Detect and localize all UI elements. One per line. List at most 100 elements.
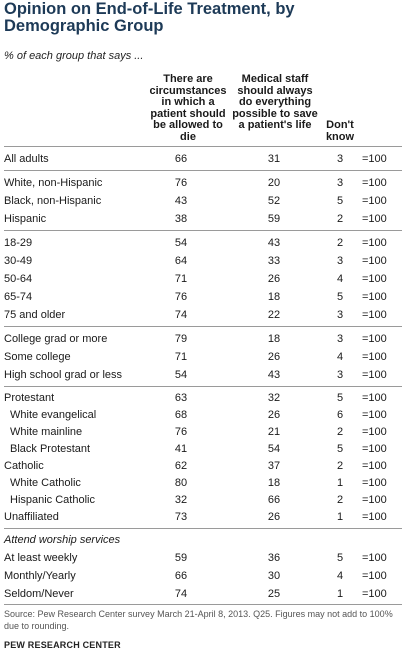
row-label: Hispanic (4, 213, 47, 225)
cell-dont-know: 6 (336, 409, 344, 421)
row-label: White Catholic (10, 477, 81, 489)
row-label: Hispanic Catholic (10, 494, 95, 506)
row-label: White evangelical (10, 409, 97, 421)
row-label: Black Protestant (10, 443, 91, 455)
cell-dont-know: 3 (336, 309, 344, 321)
cell-allow-die: 73 (174, 511, 188, 523)
cell-dont-know: 3 (336, 177, 344, 189)
cell-save-life: 26 (267, 273, 281, 285)
cell-total: =100 (362, 177, 387, 189)
cell-allow-die: 43 (174, 195, 188, 207)
cell-save-life: 32 (267, 392, 281, 404)
column-header-allow-die: There are circumstances in which a patie… (149, 73, 227, 143)
cell-allow-die: 71 (174, 273, 188, 285)
row-label: 30-49 (4, 255, 33, 267)
cell-allow-die: 41 (174, 443, 188, 455)
cell-save-life: 43 (267, 237, 281, 249)
cell-save-life: 18 (267, 477, 281, 489)
cell-dont-know: 4 (336, 351, 344, 363)
header-divider (4, 146, 402, 147)
cell-save-life: 37 (267, 460, 281, 472)
cell-dont-know: 1 (336, 511, 344, 523)
cell-allow-die: 76 (174, 426, 188, 438)
cell-save-life: 54 (267, 443, 281, 455)
cell-save-life: 59 (267, 213, 281, 225)
row-label: High school grad or less (4, 369, 123, 381)
cell-allow-die: 54 (174, 237, 188, 249)
cell-save-life: 26 (267, 511, 281, 523)
cell-total: =100 (362, 477, 387, 489)
cell-dont-know: 5 (336, 552, 344, 564)
cell-allow-die: 74 (174, 309, 188, 321)
row-label: 75 and older (4, 309, 66, 321)
row-label: Some college (4, 351, 71, 363)
cell-save-life: 25 (267, 588, 281, 600)
cell-save-life: 22 (267, 309, 281, 321)
cell-save-life: 33 (267, 255, 281, 267)
cell-save-life: 66 (267, 494, 281, 506)
row-label: Seldom/Never (4, 588, 74, 600)
cell-dont-know: 5 (336, 443, 344, 455)
section-divider (4, 386, 402, 387)
cell-save-life: 30 (267, 570, 281, 582)
cell-total: =100 (362, 291, 387, 303)
subtitle: % of each group that says ... (4, 50, 144, 62)
row-label: Black, non-Hispanic (4, 195, 102, 207)
cell-dont-know: 3 (336, 153, 344, 165)
row-label: White mainline (10, 426, 83, 438)
row-label: 18-29 (4, 237, 33, 249)
cell-total: =100 (362, 273, 387, 285)
row-label: White, non-Hispanic (4, 177, 103, 189)
section-heading-worship: Attend worship services (4, 534, 121, 546)
cell-dont-know: 2 (336, 213, 344, 225)
row-label: Monthly/Yearly (4, 570, 76, 582)
cell-allow-die: 66 (174, 570, 188, 582)
organization-name: PEW RESEARCH CENTER (4, 640, 121, 650)
cell-allow-die: 59 (174, 552, 188, 564)
cell-total: =100 (362, 333, 387, 345)
cell-save-life: 20 (267, 177, 281, 189)
cell-save-life: 31 (267, 153, 281, 165)
cell-dont-know: 3 (336, 255, 344, 267)
cell-allow-die: 64 (174, 255, 188, 267)
cell-allow-die: 79 (174, 333, 188, 345)
cell-dont-know: 3 (336, 369, 344, 381)
cell-allow-die: 80 (174, 477, 188, 489)
cell-total: =100 (362, 255, 387, 267)
cell-save-life: 18 (267, 291, 281, 303)
cell-dont-know: 5 (336, 195, 344, 207)
row-label: At least weekly (4, 552, 78, 564)
cell-allow-die: 66 (174, 153, 188, 165)
cell-allow-die: 63 (174, 392, 188, 404)
section-divider (4, 528, 402, 529)
row-label: 65-74 (4, 291, 33, 303)
row-label: All adults (4, 153, 49, 165)
cell-total: =100 (362, 195, 387, 207)
cell-dont-know: 5 (336, 291, 344, 303)
column-header-save-life: Medical staff should always do everythin… (232, 73, 318, 131)
section-divider (4, 170, 402, 171)
cell-allow-die: 38 (174, 213, 188, 225)
cell-total: =100 (362, 426, 387, 438)
cell-save-life: 26 (267, 409, 281, 421)
cell-allow-die: 71 (174, 351, 188, 363)
cell-allow-die: 68 (174, 409, 188, 421)
cell-total: =100 (362, 570, 387, 582)
cell-dont-know: 4 (336, 273, 344, 285)
cell-total: =100 (362, 237, 387, 249)
cell-dont-know: 4 (336, 570, 344, 582)
cell-dont-know: 2 (336, 494, 344, 506)
cell-total: =100 (362, 460, 387, 472)
cell-total: =100 (362, 511, 387, 523)
cell-total: =100 (362, 588, 387, 600)
section-divider (4, 230, 402, 231)
source-note: Source: Pew Research Center survey March… (4, 609, 393, 631)
cell-dont-know: 1 (336, 588, 344, 600)
cell-save-life: 43 (267, 369, 281, 381)
cell-total: =100 (362, 369, 387, 381)
cell-dont-know: 3 (336, 333, 344, 345)
section-divider (4, 326, 402, 327)
cell-allow-die: 62 (174, 460, 188, 472)
row-label: 50-64 (4, 273, 33, 285)
cell-allow-die: 54 (174, 369, 188, 381)
